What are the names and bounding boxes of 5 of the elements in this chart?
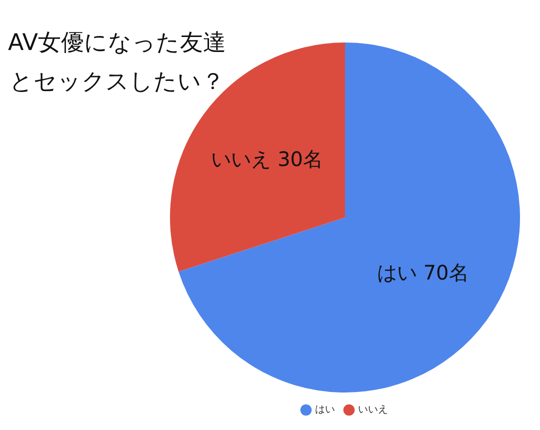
data-label: はい 70名 [376,260,469,284]
chart-title: AV女優になった友達とセックスしたい？ [7,29,227,97]
legend-label: いいえ [358,404,388,416]
legend-label: はい [315,404,335,416]
data-label: いいえ 30名 [211,147,324,172]
